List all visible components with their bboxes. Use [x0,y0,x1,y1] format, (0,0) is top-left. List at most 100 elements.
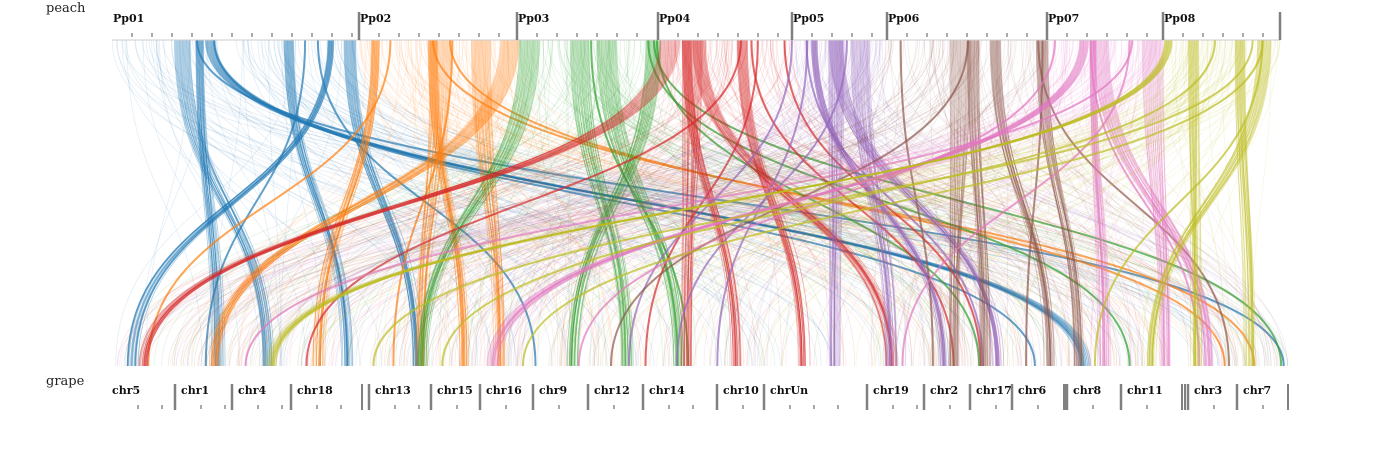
synteny-link [271,39,1171,367]
synteny-link [201,39,220,367]
synteny-link [360,39,834,367]
synteny-link [1149,39,1259,367]
synteny-link [465,39,562,367]
synteny-link [977,39,989,367]
synteny-link [581,39,627,367]
synteny-link [417,39,446,367]
synteny-link [343,39,416,367]
synteny-link [506,39,614,367]
synteny-link [1000,39,1052,367]
synteny-link [399,39,1161,367]
synteny-link [855,39,890,367]
grape-chromosome-label: chr1 [181,384,209,397]
synteny-link [1151,39,1170,367]
synteny-link [929,39,1231,367]
synteny-link [273,39,831,367]
synteny-link [479,39,877,367]
synteny-link [210,39,501,367]
synteny-link [688,39,1277,367]
synteny-link [644,39,759,367]
synteny-link [1078,39,1140,367]
synteny-link [202,39,224,367]
synteny-link [998,39,1049,367]
synteny-link [159,39,261,367]
synteny-link [966,39,986,367]
synteny-link [1061,39,1110,367]
synteny-link [833,39,844,367]
synteny-link [568,39,654,367]
synteny-link [425,39,540,367]
synteny-link [1025,39,1044,367]
synteny-link [274,39,1173,367]
synteny-link [311,39,1169,367]
synteny-link [130,39,332,367]
synteny-link [1149,39,1265,367]
synteny-link [175,39,864,367]
synteny-link [993,39,1053,367]
synteny-link [1092,39,1106,367]
synteny-link [487,39,1082,367]
synteny-link [265,39,1166,367]
synteny-link [143,39,676,367]
synteny-link [1157,39,1166,367]
synteny-link [998,39,1050,367]
synteny-link [1102,39,1211,367]
synteny-link [874,39,1204,367]
chromosome-chr8: chr8 [1065,384,1101,410]
synteny-link [454,39,695,367]
synteny-link [481,39,499,367]
synteny-link [374,39,460,367]
synteny-link [1106,39,1212,367]
synteny-link [1079,39,1139,367]
synteny-link [184,39,266,367]
synteny-link [1152,39,1265,367]
synteny-link [247,39,1289,367]
synteny-link [703,39,893,367]
chromosome-chr13: chr13 [367,384,420,410]
synteny-link [870,39,901,367]
synteny-link [574,39,649,367]
synteny-link [381,39,504,367]
synteny-link [419,39,535,367]
synteny-link [372,39,925,367]
synteny-link [503,39,636,367]
synteny-link [179,39,265,367]
synteny-link [214,39,513,367]
synteny-link [682,39,1220,367]
synteny-link [997,39,1051,367]
chromosome-pp08: Pp08 [1161,12,1264,40]
synteny-link [129,39,610,367]
synteny-link [1111,39,1272,367]
synteny-link [1197,39,1202,367]
synteny-link [187,39,270,367]
synteny-link [958,39,966,367]
synteny-link [215,39,510,367]
synteny-link [1018,39,1146,367]
synteny-link [419,39,438,367]
synteny-link [346,39,554,367]
synteny-link [1235,39,1245,367]
synteny-link [723,39,1137,367]
synteny-link [1237,39,1252,367]
chromosome-chr4: chr4 [230,384,283,410]
synteny-link [212,39,1116,367]
synteny-link [497,39,1089,367]
synteny-link [397,39,1107,367]
synteny-link [491,39,1083,367]
synteny-link [289,39,349,367]
synteny-link [738,39,803,367]
synteny-link [415,39,711,367]
grape-chromosome-label: chr9 [539,384,567,397]
synteny-link [737,39,803,367]
synteny-link [155,39,598,367]
synteny-link [419,39,527,367]
synteny-link [1188,39,1194,367]
synteny-link [831,39,1025,367]
synteny-link [858,39,894,367]
synteny-link [351,39,912,367]
synteny-link [950,39,955,367]
chromosome-chr17: chr17 [968,384,1012,410]
grape-chromosome-label: chr11 [1127,384,1163,397]
synteny-link [275,39,756,367]
ribbons-pp03 [124,39,1288,367]
